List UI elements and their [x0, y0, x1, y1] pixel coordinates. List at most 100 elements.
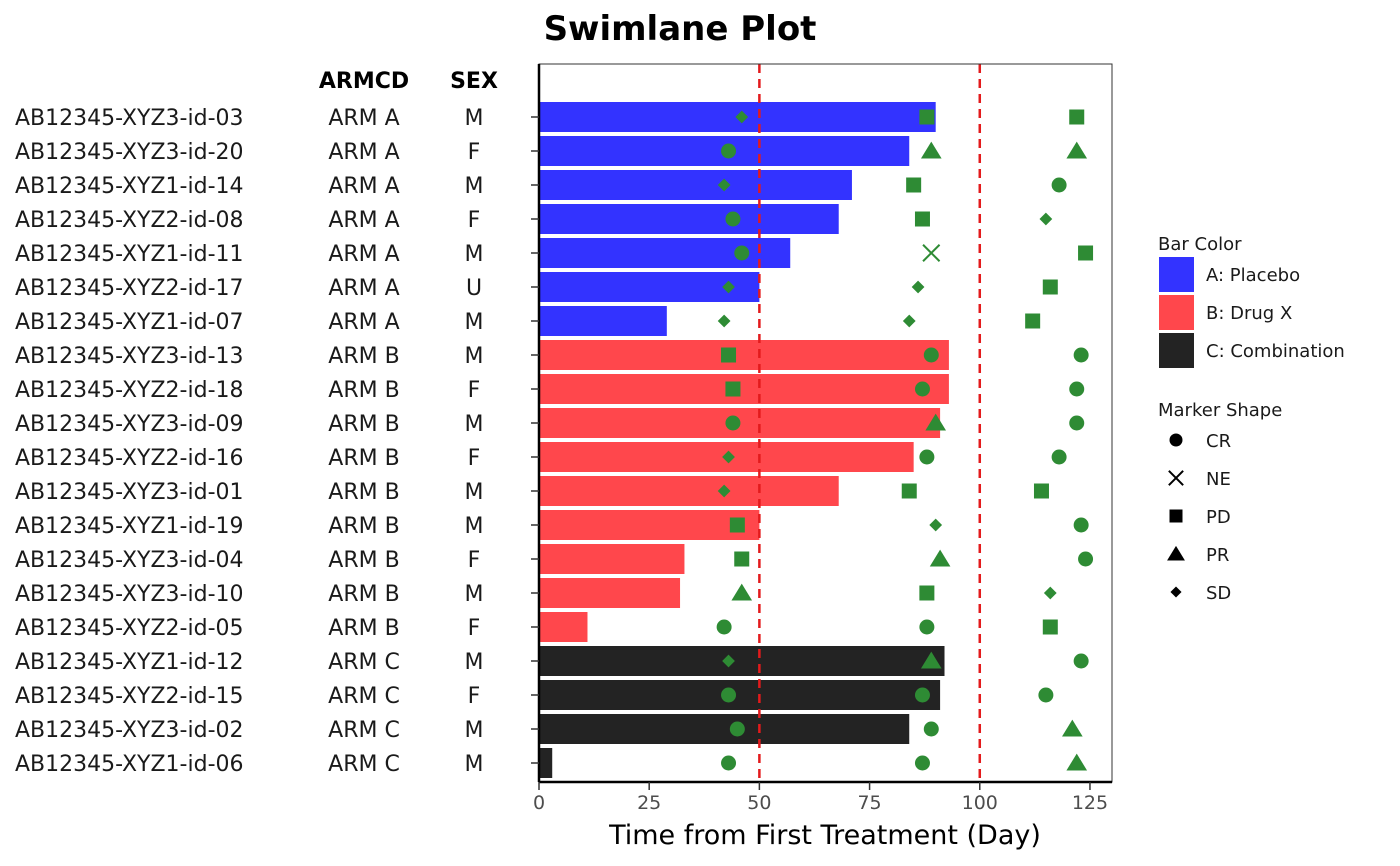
row-sex: M: [465, 514, 484, 539]
row-armcd: ARM B: [328, 480, 399, 505]
marker-point: [920, 651, 942, 669]
row-armcd: ARM B: [328, 378, 399, 403]
marker-point: [1078, 245, 1094, 261]
row-armcd: ARM A: [328, 242, 399, 267]
bar: [539, 612, 588, 642]
row-subject-id: AB12345-XYZ1-id-06: [15, 752, 244, 777]
marker-point: [722, 450, 735, 464]
legend-swatch: [1159, 333, 1194, 368]
marker-point: [902, 314, 916, 328]
row-sex: M: [465, 174, 484, 199]
row-subject-id: AB12345-XYZ3-id-01: [15, 480, 244, 505]
marker-point: [923, 347, 939, 363]
row-sex: F: [468, 208, 481, 233]
marker-point: [725, 211, 741, 227]
x-tick-label: 125: [1072, 792, 1108, 814]
marker-point: [914, 381, 930, 397]
row-subject-id: AB12345-XYZ3-id-20: [15, 140, 244, 165]
x-tick-label: 50: [747, 792, 771, 814]
row-armcd: ARM A: [328, 174, 399, 199]
marker-point: [1033, 483, 1049, 499]
bar: [539, 544, 685, 574]
row-labels: AB12345-XYZ3-id-03 ARM A M AB12345-XYZ3-id-…: [15, 106, 483, 777]
marker-point: [911, 280, 925, 294]
chart-title: Swimlane Plot: [544, 9, 817, 49]
row-sex: M: [465, 582, 484, 607]
legend-label: PD: [1206, 507, 1231, 528]
marker-point: [1042, 619, 1058, 635]
marker-point: [1038, 687, 1054, 703]
marker-point: [717, 178, 731, 192]
bar: [539, 374, 949, 404]
row-sex: F: [468, 616, 481, 641]
row-armcd: ARM A: [328, 208, 399, 233]
marker-point: [731, 583, 753, 601]
bar: [539, 238, 791, 268]
row-armcd: ARM B: [328, 446, 399, 471]
row-subject-id: AB12345-XYZ1-id-19: [15, 514, 244, 539]
marker-point: [1066, 753, 1088, 771]
legend-marker-symbol: [1169, 509, 1183, 523]
row-subject-id: AB12345-XYZ2-id-05: [15, 616, 244, 641]
row-subject-id: AB12345-XYZ3-id-03: [15, 106, 244, 131]
marker-point: [1069, 381, 1085, 397]
marker-point: [919, 449, 935, 465]
row-armcd: ARM B: [328, 582, 399, 607]
marker-point: [1078, 551, 1094, 567]
row-armcd: ARM C: [328, 752, 400, 777]
row-armcd: ARM B: [328, 616, 399, 641]
bar: [539, 476, 839, 506]
marker-point: [914, 687, 930, 703]
row-subject-id: AB12345-XYZ3-id-02: [15, 718, 244, 743]
bar: [539, 646, 945, 676]
row-subject-id: AB12345-XYZ1-id-11: [15, 242, 244, 267]
marker-point: [1069, 109, 1085, 125]
legend: Bar Color A: Placebo B: Drug X C: Combinati…: [1158, 234, 1345, 604]
bar: [539, 340, 949, 370]
row-armcd: ARM C: [328, 650, 400, 675]
row-armcd: ARM A: [328, 106, 399, 131]
marker-point: [1043, 586, 1057, 600]
row-subject-id: AB12345-XYZ3-id-10: [15, 582, 244, 607]
legend-label: B: Drug X: [1206, 303, 1292, 324]
marker-stroke: [1168, 470, 1184, 486]
row-armcd: ARM B: [328, 548, 399, 573]
legend-marker-symbol: [1170, 586, 1182, 598]
row-subject-id: AB12345-XYZ1-id-14: [15, 174, 244, 199]
legend-label: SD: [1206, 583, 1231, 604]
x-tick-label: 75: [857, 792, 881, 814]
marker-point: [729, 721, 745, 737]
marker-point: [734, 551, 750, 567]
bar: [539, 306, 667, 336]
row-sex: F: [468, 684, 481, 709]
legend-marker-symbol: [1168, 470, 1184, 486]
marker-point: [1051, 177, 1067, 193]
legend-label: NE: [1206, 469, 1231, 490]
marker-point: [717, 314, 731, 328]
bar: [539, 204, 839, 234]
row-sex: M: [465, 106, 484, 131]
row-sex: F: [468, 446, 481, 471]
marker-point: [901, 483, 917, 499]
column-header-armcd: ARMCD: [319, 69, 409, 94]
marker-point: [914, 755, 930, 771]
row-sex: M: [465, 310, 484, 335]
marker-point: [721, 755, 737, 771]
row-armcd: ARM B: [328, 344, 399, 369]
marker-point: [722, 280, 735, 294]
row-sex: F: [468, 378, 481, 403]
marker-stroke: [922, 244, 941, 262]
row-sex: M: [465, 480, 484, 505]
row-armcd: ARM C: [328, 718, 400, 743]
legend-label: CR: [1206, 431, 1231, 452]
marker-point: [1069, 415, 1085, 431]
marker-point: [716, 619, 732, 635]
row-subject-id: AB12345-XYZ2-id-17: [15, 276, 244, 301]
row-subject-id: AB12345-XYZ3-id-09: [15, 412, 244, 437]
marker-point: [929, 518, 943, 532]
marker-point: [929, 549, 951, 567]
bar: [539, 748, 553, 778]
row-sex: M: [465, 344, 484, 369]
legend-bar-color-title: Bar Color: [1158, 234, 1242, 255]
